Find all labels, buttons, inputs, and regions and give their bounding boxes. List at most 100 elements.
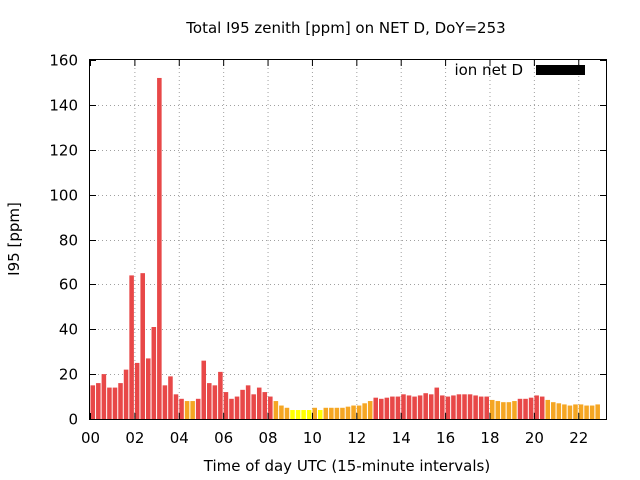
y-tick-label: 160 bbox=[49, 52, 78, 70]
legend: ion net D bbox=[454, 61, 585, 79]
bar bbox=[467, 394, 473, 419]
bar bbox=[273, 401, 279, 419]
bar bbox=[279, 405, 284, 419]
bar bbox=[134, 362, 140, 419]
plot-frame bbox=[89, 59, 607, 420]
bar bbox=[312, 407, 317, 419]
x-tick-label: 18 bbox=[480, 429, 499, 447]
bar bbox=[96, 383, 101, 419]
bar bbox=[573, 404, 578, 419]
x-tick-label: 06 bbox=[214, 429, 233, 447]
bar bbox=[256, 387, 262, 419]
x-tick-label: 08 bbox=[259, 429, 278, 447]
bar bbox=[517, 398, 523, 419]
bar bbox=[190, 401, 195, 419]
bar bbox=[484, 396, 489, 419]
bar bbox=[251, 394, 256, 419]
bar bbox=[556, 403, 562, 419]
bar bbox=[495, 401, 501, 419]
bar bbox=[129, 275, 134, 419]
bar bbox=[317, 410, 323, 419]
bar bbox=[501, 402, 506, 419]
bar bbox=[379, 398, 384, 419]
bar bbox=[268, 396, 273, 419]
bar bbox=[290, 410, 295, 419]
bar bbox=[118, 383, 123, 419]
legend-swatch bbox=[536, 65, 585, 75]
bar bbox=[345, 406, 351, 419]
bar bbox=[567, 405, 573, 419]
bar bbox=[295, 410, 301, 419]
bar bbox=[245, 385, 251, 419]
x-axis-label: Time of day UTC (15-minute intervals) bbox=[203, 457, 490, 475]
bar bbox=[589, 405, 595, 419]
y-tick-label: 80 bbox=[59, 232, 78, 250]
bar bbox=[184, 401, 190, 419]
bar bbox=[157, 77, 162, 419]
y-axis-label: I95 [ppm] bbox=[5, 202, 23, 276]
x-tick-label: 12 bbox=[347, 429, 366, 447]
bar bbox=[551, 402, 556, 419]
bar bbox=[373, 397, 379, 419]
bar bbox=[523, 398, 528, 419]
bar bbox=[462, 394, 467, 419]
bar bbox=[528, 397, 534, 419]
bar bbox=[173, 394, 179, 419]
bar bbox=[212, 385, 218, 419]
bar bbox=[428, 394, 434, 419]
bar bbox=[434, 387, 440, 419]
bar bbox=[240, 389, 245, 419]
chart-title: Total I95 zenith [ppm] on NET D, DoY=253 bbox=[185, 19, 505, 37]
y-tick-label: 60 bbox=[59, 276, 78, 294]
bar bbox=[179, 398, 184, 419]
bar bbox=[512, 401, 517, 419]
bar bbox=[140, 273, 145, 419]
bar bbox=[262, 392, 268, 419]
y-tick-label: 0 bbox=[68, 411, 78, 429]
bar bbox=[451, 395, 456, 419]
axis-ticks bbox=[90, 60, 606, 420]
y-tick-label: 120 bbox=[49, 142, 78, 160]
bar bbox=[284, 407, 290, 419]
bar bbox=[201, 360, 207, 419]
bar bbox=[584, 405, 589, 419]
bar bbox=[107, 387, 112, 419]
y-tick-label: 140 bbox=[49, 97, 78, 115]
bar bbox=[473, 395, 478, 419]
bar bbox=[406, 395, 412, 419]
x-tick-label: 14 bbox=[392, 429, 411, 447]
bar bbox=[218, 371, 223, 419]
bar bbox=[168, 376, 173, 419]
bar bbox=[489, 399, 495, 419]
bar bbox=[356, 405, 362, 419]
bar bbox=[151, 327, 157, 419]
bar bbox=[301, 410, 306, 419]
bar bbox=[595, 404, 600, 419]
bar bbox=[351, 405, 356, 419]
bar bbox=[306, 410, 312, 419]
bar bbox=[545, 399, 551, 419]
bar bbox=[440, 395, 445, 419]
bar bbox=[90, 385, 96, 419]
bar bbox=[207, 383, 212, 419]
x-tick-labels: 00 02 04 06 08 10 12 14 16 18 20 22 bbox=[81, 429, 588, 447]
legend-label: ion net D bbox=[454, 61, 523, 79]
bar bbox=[145, 358, 151, 419]
bar bbox=[478, 396, 484, 419]
bar bbox=[362, 403, 367, 419]
x-tick-label: 04 bbox=[170, 429, 189, 447]
bar bbox=[367, 401, 373, 419]
bar bbox=[534, 395, 539, 419]
bar bbox=[539, 396, 545, 419]
x-tick-label: 22 bbox=[569, 429, 588, 447]
bar bbox=[445, 396, 451, 419]
bar bbox=[456, 394, 462, 419]
bar bbox=[334, 407, 340, 419]
bar bbox=[223, 392, 229, 419]
bar bbox=[340, 407, 345, 419]
x-tick-label: 10 bbox=[303, 429, 322, 447]
x-tick-label: 00 bbox=[81, 429, 100, 447]
bar bbox=[329, 407, 334, 419]
bar bbox=[195, 398, 201, 419]
